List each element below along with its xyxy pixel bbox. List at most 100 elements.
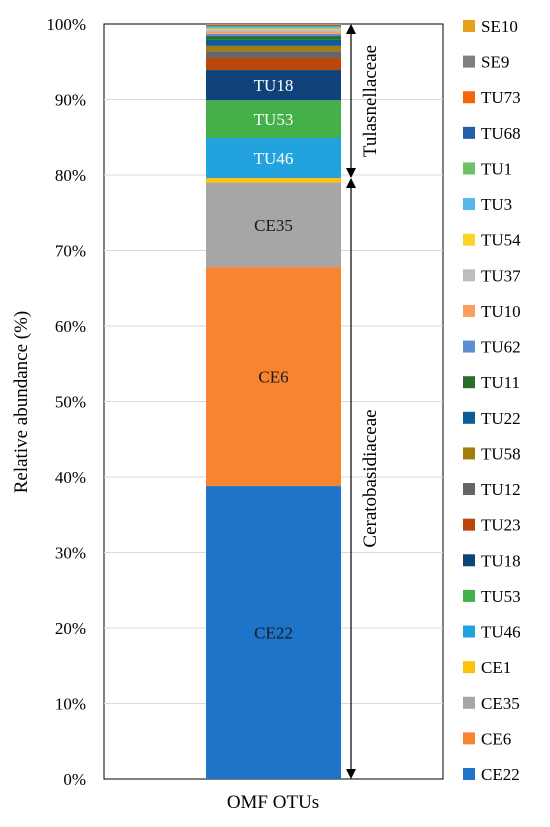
legend-swatch bbox=[463, 55, 475, 68]
legend-label: TU22 bbox=[481, 409, 521, 428]
legend-swatch bbox=[463, 269, 475, 282]
legend-item-tu37: TU37 bbox=[463, 266, 521, 285]
bar-label-ce35: CE35 bbox=[254, 216, 293, 235]
legend-label: TU1 bbox=[481, 159, 512, 178]
bar-segment-tu62 bbox=[206, 33, 341, 37]
bar-segment-tu53 bbox=[206, 100, 341, 139]
legend-label: TU73 bbox=[481, 88, 521, 107]
legend-swatch bbox=[463, 589, 475, 602]
bar-segment-tu54 bbox=[206, 28, 341, 30]
legend-item-ce6: CE6 bbox=[463, 729, 511, 748]
x-axis-title: OMF OTUs bbox=[227, 792, 319, 813]
legend-label: TU11 bbox=[481, 373, 520, 392]
bar-label-tu53: TU53 bbox=[254, 110, 294, 129]
bar-segment-tu18 bbox=[206, 70, 341, 101]
y-tick-label: 90% bbox=[55, 91, 86, 110]
y-tick-label: 80% bbox=[55, 166, 86, 185]
legend-label: TU54 bbox=[481, 231, 521, 250]
bar-segment-labels: CE22 CE6 CE35 TU46 TU53 TU18 bbox=[254, 76, 294, 642]
y-tick-label: 10% bbox=[55, 695, 86, 714]
legend-swatch bbox=[463, 376, 475, 389]
legend-label: TU23 bbox=[481, 516, 521, 535]
legend-item-tu10: TU10 bbox=[463, 302, 521, 321]
legend-item-ce22: CE22 bbox=[463, 765, 520, 784]
legend-label: TU58 bbox=[481, 444, 521, 463]
bar-segment-tu37 bbox=[206, 29, 341, 32]
legend-swatch bbox=[463, 91, 475, 104]
legend-swatch bbox=[463, 340, 475, 353]
legend-swatch bbox=[463, 411, 475, 424]
legend-swatch bbox=[463, 518, 475, 531]
bar-segment-tu73 bbox=[206, 24, 341, 26]
legend-swatch bbox=[463, 198, 475, 211]
family-annotations: Tulasnellaceae Ceratobasidiaceae bbox=[346, 24, 381, 779]
annotation-ceratobasidiaceae: Ceratobasidiaceae bbox=[346, 178, 381, 779]
bar-segment-se9 bbox=[206, 24, 341, 25]
bar-segment-tu3 bbox=[206, 27, 341, 29]
bar-segment-ce35 bbox=[206, 182, 341, 268]
bar-segment-ce6 bbox=[206, 267, 341, 487]
legend-swatch bbox=[463, 661, 475, 674]
legend-label: TU3 bbox=[481, 195, 512, 214]
legend-label: CE6 bbox=[481, 729, 511, 748]
y-tick-label: 30% bbox=[55, 544, 86, 563]
arrowhead-down bbox=[346, 769, 356, 779]
legend-swatch bbox=[463, 625, 475, 638]
legend-label: CE1 bbox=[481, 658, 511, 677]
y-axis-ticks: 0% 10% 20% 30% 40% 50% 60% 70% 80% 90% 100% bbox=[46, 15, 86, 789]
legend-label: TU62 bbox=[481, 338, 521, 357]
annotation-tulasnellaceae: Tulasnellaceae bbox=[346, 24, 381, 179]
arrowhead-up bbox=[346, 178, 356, 189]
legend-label: TU18 bbox=[481, 551, 521, 570]
bar-segment-se10 bbox=[206, 24, 341, 25]
bar-label-tu46: TU46 bbox=[254, 149, 294, 168]
legend-item-tu11: TU11 bbox=[463, 373, 520, 392]
arrowhead-up bbox=[346, 24, 356, 34]
legend-label: TU12 bbox=[481, 480, 521, 499]
bar-label-ce6: CE6 bbox=[258, 368, 288, 387]
bar-segment-tu68 bbox=[206, 25, 341, 27]
bar-label-tu18: TU18 bbox=[254, 76, 294, 95]
y-tick-label: 100% bbox=[46, 15, 86, 34]
y-tick-label: 50% bbox=[55, 393, 86, 412]
legend-item-tu68: TU68 bbox=[463, 124, 521, 143]
legend-swatch bbox=[463, 768, 475, 780]
bar-segment-tu58 bbox=[206, 45, 341, 52]
legend-item-tu3: TU3 bbox=[463, 195, 512, 214]
legend-swatch bbox=[463, 732, 475, 745]
legend-item-tu12: TU12 bbox=[463, 480, 521, 499]
bar-segment-tu22 bbox=[206, 39, 341, 46]
legend-swatch bbox=[463, 483, 475, 496]
bar-segments bbox=[206, 24, 341, 779]
bar-segment-tu1 bbox=[206, 26, 341, 28]
y-axis-title: Relative abundance (%) bbox=[11, 311, 32, 494]
bar-segment-ce1 bbox=[206, 178, 341, 183]
annotation-label: Ceratobasidiaceae bbox=[360, 409, 381, 547]
legend-item-tu62: TU62 bbox=[463, 338, 521, 357]
legend-item-ce1: CE1 bbox=[463, 658, 511, 677]
legend-item-tu22: TU22 bbox=[463, 409, 521, 428]
legend-swatch bbox=[463, 554, 475, 567]
y-tick-label: 20% bbox=[55, 619, 86, 638]
bar-segment-tu23 bbox=[206, 57, 341, 71]
bar-segment-tu11 bbox=[206, 36, 341, 40]
legend-swatch bbox=[463, 447, 475, 460]
legend-label: TU46 bbox=[481, 623, 521, 642]
y-tick-label: 0% bbox=[63, 770, 86, 789]
annotation-label: Tulasnellaceae bbox=[360, 45, 381, 157]
legend-swatch bbox=[463, 20, 475, 32]
legend-item-ce35: CE35 bbox=[463, 694, 520, 713]
bar-segment-tu46 bbox=[206, 138, 341, 179]
bar-label-ce22: CE22 bbox=[254, 624, 293, 643]
y-tick-label: 70% bbox=[55, 242, 86, 261]
legend-item-tu1: TU1 bbox=[463, 159, 512, 178]
legend-item-tu53: TU53 bbox=[463, 587, 521, 606]
legend-item-se10: SE10 bbox=[463, 17, 518, 36]
legend-swatch bbox=[463, 126, 475, 139]
legend-item-tu23: TU23 bbox=[463, 516, 521, 535]
legend-swatch bbox=[463, 304, 475, 317]
legend-item-tu58: TU58 bbox=[463, 444, 521, 463]
legend: SE10 SE9 TU73 TU68 TU1 TU3 TU54 TU37 TU10 TU62 TU1… bbox=[463, 17, 521, 784]
